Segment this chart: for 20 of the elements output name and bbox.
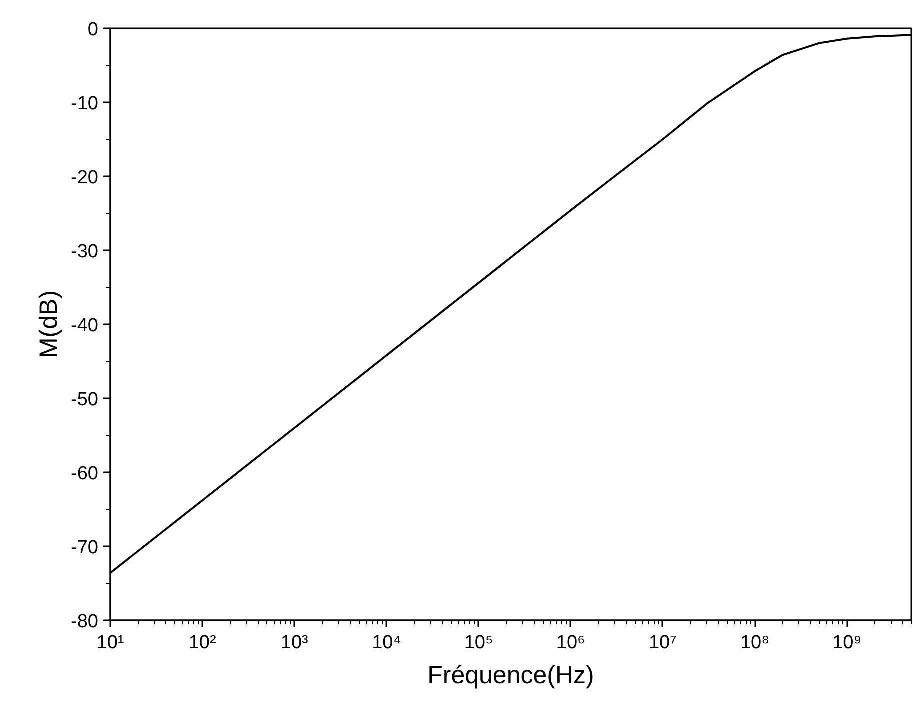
x-tick-label: 10⁸ [740, 632, 770, 654]
x-tick-label: 10³ [280, 632, 308, 654]
x-tick-label: 10¹ [96, 632, 124, 654]
x-tick-label: 10² [188, 632, 216, 654]
x-tick-label: 10⁷ [648, 632, 678, 654]
y-tick-label: -60 [71, 464, 99, 484]
y-tick-label: -40 [71, 316, 99, 336]
x-tick-label: 10⁶ [556, 632, 586, 654]
y-tick-label: -20 [71, 168, 99, 188]
x-tick-label: 10⁵ [464, 632, 494, 654]
y-tick-label: -30 [71, 242, 99, 262]
x-tick-label: 10⁴ [372, 632, 402, 654]
y-tick-label: -50 [71, 390, 99, 410]
x-axis-title: Fréquence(Hz) [428, 662, 594, 690]
y-tick-label: -10 [71, 94, 99, 114]
y-tick-label: -70 [71, 538, 99, 558]
y-tick-label: -80 [71, 612, 99, 632]
y-tick-label: 0 [88, 20, 99, 40]
y-axis-title: M(dB) [35, 290, 64, 359]
x-tick-label: 10⁹ [832, 632, 862, 654]
